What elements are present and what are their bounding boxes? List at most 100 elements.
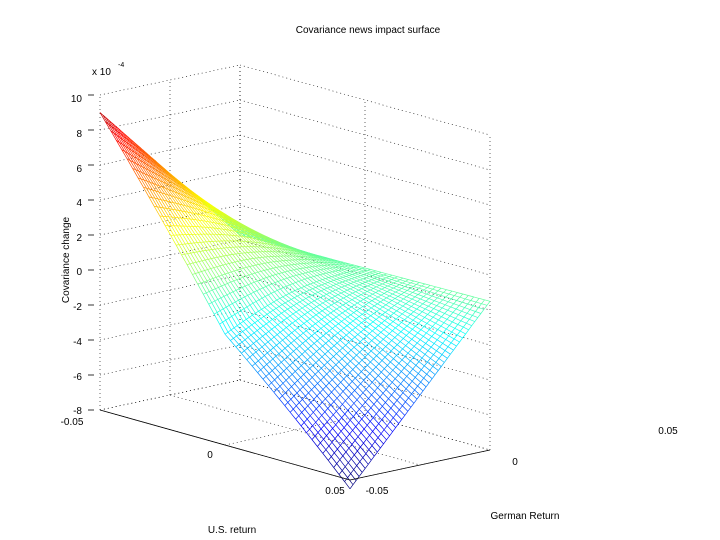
surface-mesh-line: [362, 306, 369, 311]
surface-mesh-line: [453, 300, 457, 304]
surface-mesh-line: [337, 273, 341, 276]
surface-mesh-line: [229, 293, 236, 303]
surface-mesh-line: [358, 316, 365, 321]
surface-mesh-line: [381, 320, 385, 324]
surface-mesh-line: [272, 239, 276, 242]
surface-mesh-line: [435, 313, 442, 318]
surface-mesh-line: [300, 250, 304, 253]
surface-mesh-line: [424, 305, 429, 310]
surface-mesh-line: [428, 305, 434, 309]
surface-mesh-line: [177, 180, 182, 184]
surface-mesh-line: [385, 312, 391, 316]
surface-mesh-line: [331, 297, 338, 302]
surface-mesh-line: [290, 270, 297, 276]
surface-mesh-line: [486, 301, 491, 306]
surface-mesh-line: [455, 314, 459, 319]
surface-mesh-line: [220, 255, 224, 257]
surface-mesh-line: [360, 329, 365, 333]
surface-mesh-line: [177, 217, 184, 227]
surface-mesh-line: [459, 326, 464, 332]
surface-mesh-line: [143, 186, 147, 189]
surface-mesh-line: [362, 388, 367, 393]
surface-mesh-line: [397, 383, 401, 388]
surface-mesh-line: [331, 337, 338, 344]
surface-mesh-line: [420, 329, 427, 334]
surface-mesh-line: [280, 287, 284, 290]
surface-mesh-line: [271, 367, 276, 371]
surface-mesh-line: [256, 330, 263, 337]
surface-mesh-line: [243, 236, 250, 242]
surface-mesh-line: [354, 277, 361, 281]
surface-mesh-line: [305, 271, 309, 274]
surface-mesh-line: [196, 251, 200, 253]
surface-mesh-line: [293, 395, 300, 403]
surface-mesh-line: [263, 277, 267, 279]
surface-mesh-line: [200, 197, 205, 201]
surface-mesh-line: [451, 328, 456, 333]
surface-mesh-line: [344, 413, 351, 421]
surface-mesh-line: [365, 281, 372, 285]
surface-mesh-line: [338, 321, 342, 324]
surface-mesh-line: [364, 270, 370, 274]
surface-mesh-line: [194, 242, 201, 252]
surface-mesh-line: [238, 228, 243, 230]
surface-mesh-line: [341, 466, 346, 471]
surface-mesh-line: [356, 341, 361, 345]
surface-mesh-line: [412, 317, 417, 321]
surface-mesh-line: [221, 240, 228, 248]
surface-mesh-line: [264, 262, 271, 270]
surface-mesh-line: [221, 274, 228, 284]
surface-mesh-line: [197, 234, 204, 243]
surface-mesh-line: [255, 238, 259, 240]
surface-mesh-line: [300, 374, 304, 378]
surface-mesh-line: [184, 243, 191, 254]
surface-mesh-line: [434, 293, 441, 296]
surface-mesh-line: [216, 212, 220, 215]
surface-mesh-line: [401, 322, 408, 327]
surface-mesh-line: [344, 410, 349, 415]
surface-mesh-line: [277, 242, 282, 244]
surface-mesh-line: [228, 217, 232, 220]
surface-mesh-line: [217, 210, 221, 213]
surface-mesh-line: [242, 329, 246, 332]
surface-mesh-line: [316, 405, 320, 410]
surface-mesh-line: [211, 206, 215, 209]
surface-mesh-line: [374, 441, 381, 449]
surface-mesh-line: [291, 332, 298, 339]
surface-mesh-line: [345, 384, 350, 389]
surface-mesh-line: [345, 276, 352, 280]
surface-mesh-line: [295, 356, 300, 360]
surface-mesh-line: [406, 296, 413, 300]
surface-mesh-line: [276, 334, 283, 341]
surface-mesh-line: [322, 385, 327, 390]
surface-mesh-line: [394, 387, 398, 392]
surface-mesh-line: [285, 377, 290, 381]
surface-mesh-line: [372, 271, 379, 274]
surface-mesh-line: [300, 323, 305, 326]
surface-mesh-line: [354, 334, 359, 338]
surface-mesh-line: [343, 378, 350, 385]
surface-mesh-line: [307, 345, 312, 349]
surface-mesh-line: [154, 160, 159, 164]
surface-mesh-line: [267, 350, 271, 354]
surface-mesh-line: [200, 209, 204, 212]
surface-mesh-line: [152, 189, 156, 192]
surface-mesh-line: [377, 296, 384, 301]
surface-mesh-line: [176, 197, 183, 206]
surface-mesh-line: [156, 163, 161, 167]
surface-mesh-line: [312, 422, 316, 427]
surface-mesh-line: [376, 396, 381, 401]
surface-mesh-line: [363, 326, 368, 330]
surface-mesh-line: [385, 343, 389, 347]
surface-mesh-line: [320, 290, 327, 295]
surface-mesh-line: [408, 342, 415, 347]
surface-mesh-line: [334, 388, 341, 396]
surface-mesh-line: [233, 335, 237, 339]
surface-mesh-line: [396, 396, 401, 401]
surface-mesh-line: [410, 282, 417, 285]
surface-mesh-line: [244, 285, 251, 295]
surface-mesh-line: [244, 296, 251, 306]
surface-mesh-line: [306, 368, 311, 372]
surface-mesh-line: [357, 334, 364, 340]
surface-mesh-line: [326, 431, 330, 436]
